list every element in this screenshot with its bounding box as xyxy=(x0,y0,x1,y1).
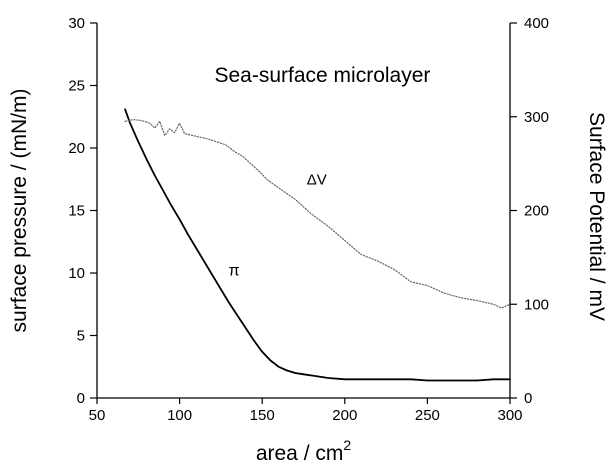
x-axis: 50 100 150 200 250 300 xyxy=(89,398,523,424)
right-y-tick-label: 100 xyxy=(524,296,549,313)
left-y-tick-label: 0 xyxy=(77,390,85,407)
right-y-tick-label: 0 xyxy=(524,390,532,407)
x-tick-label: 250 xyxy=(415,407,440,424)
series-delta-v-line xyxy=(124,118,511,309)
left-y-axis-title: surface pressure / (mN/m) xyxy=(8,89,31,333)
x-axis-title-superscript: 2 xyxy=(343,437,351,453)
series-group xyxy=(124,108,511,382)
right-y-axis-title: Surface Potential / mV xyxy=(585,112,608,321)
right-y-tick-label: 300 xyxy=(524,109,549,126)
right-y-axis: 0 100 200 300 400 xyxy=(510,15,549,407)
x-tick-label: 50 xyxy=(89,407,106,424)
x-tick-label: 150 xyxy=(250,407,275,424)
left-y-tick-label: 10 xyxy=(68,265,85,282)
right-y-tick-label: 400 xyxy=(524,15,549,32)
left-y-tick-label: 5 xyxy=(77,328,85,345)
x-axis-title-text: area / cm xyxy=(256,442,344,465)
left-y-tick-label: 15 xyxy=(68,203,85,220)
annotation-title: Sea-surface microlayer xyxy=(215,64,431,87)
right-y-tick-label: 200 xyxy=(524,203,549,220)
left-y-axis: 0 5 10 15 20 25 30 xyxy=(68,15,97,407)
x-axis-title: area / cm2 xyxy=(256,437,352,465)
left-y-tick-label: 25 xyxy=(68,78,85,95)
left-y-tick-label: 30 xyxy=(68,15,85,32)
x-tick-label: 200 xyxy=(332,407,357,424)
x-tick-label: 100 xyxy=(167,407,192,424)
annotation-delta-v: ΔV xyxy=(307,171,327,188)
series-pi-line xyxy=(124,108,511,382)
annotation-pi: π xyxy=(229,263,240,280)
x-tick-label: 300 xyxy=(497,407,522,424)
left-y-tick-label: 20 xyxy=(68,140,85,157)
